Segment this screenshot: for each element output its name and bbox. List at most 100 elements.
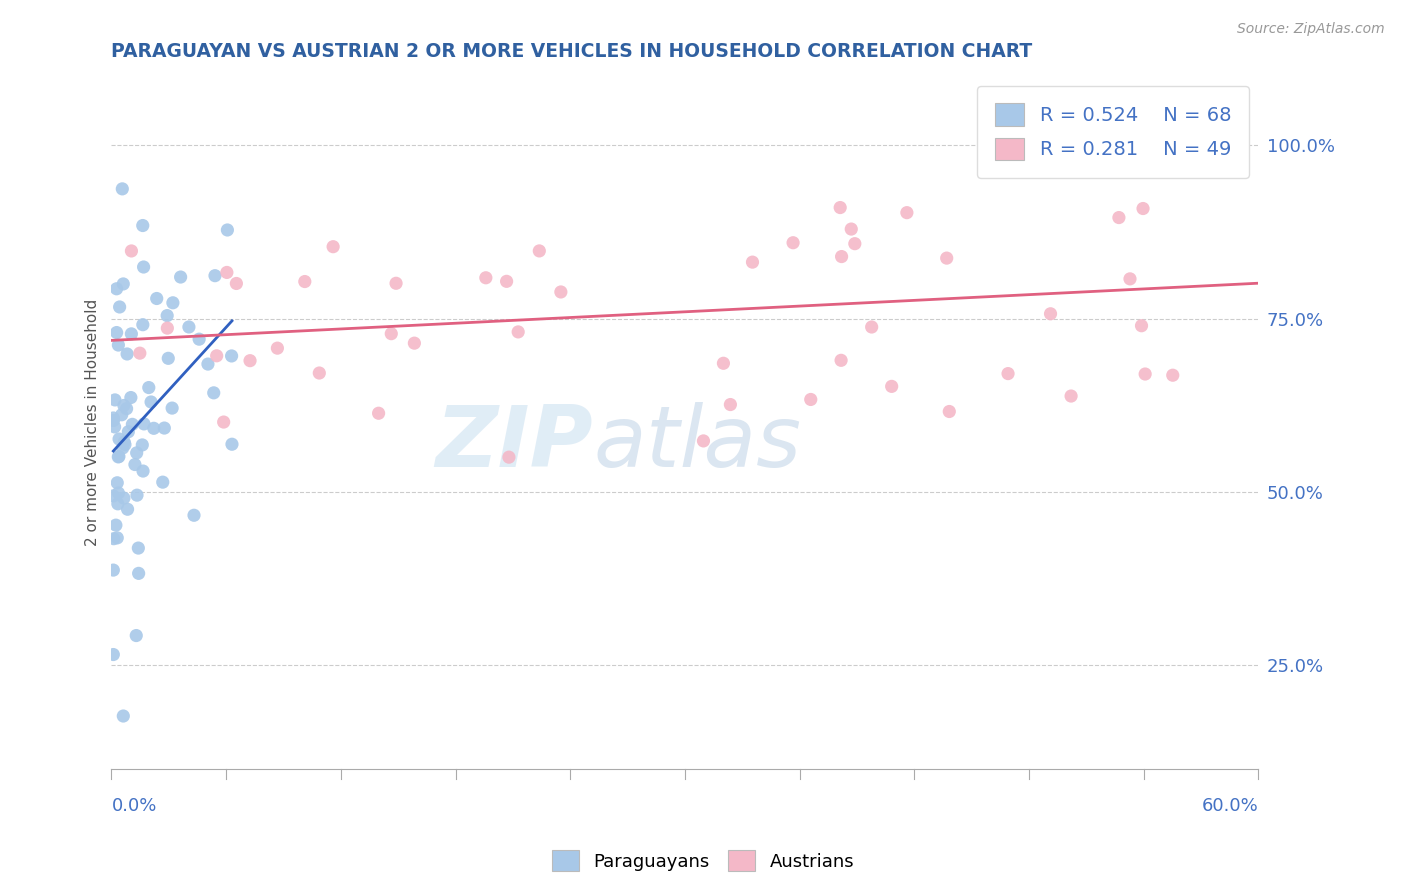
Point [177, 320, 200, 334]
Point [105, 475, 128, 490]
Point [1119, 272, 1142, 286]
Point [107, 486, 129, 500]
Point [800, 392, 823, 407]
Point [104, 420, 127, 434]
Point [1130, 318, 1153, 333]
Point [145, 292, 167, 306]
Text: atlas: atlas [593, 402, 801, 485]
Point [204, 268, 226, 283]
Point [156, 309, 179, 323]
Point [217, 223, 239, 237]
Point [132, 417, 155, 431]
Point [225, 277, 247, 291]
Point [105, 531, 128, 545]
Point [221, 349, 243, 363]
Point [495, 274, 517, 288]
Point [1060, 389, 1083, 403]
Point [160, 401, 183, 416]
Point [896, 205, 918, 219]
Point [125, 629, 148, 643]
Text: 60.0%: 60.0% [1202, 797, 1258, 814]
Point [839, 222, 862, 236]
Point [1132, 202, 1154, 216]
Point [132, 219, 155, 233]
Point [107, 338, 129, 352]
Point [169, 270, 191, 285]
Point [132, 464, 155, 478]
Point [938, 404, 960, 418]
Point [1175, 131, 1198, 145]
Point [108, 450, 131, 464]
Point [132, 318, 155, 332]
Point [124, 458, 146, 472]
Point [132, 260, 155, 274]
Point [103, 413, 125, 427]
Point [1108, 211, 1130, 225]
Point [935, 251, 957, 265]
Point [108, 432, 131, 446]
Point [404, 336, 426, 351]
Point [550, 285, 572, 299]
Point [380, 326, 402, 341]
Point [120, 391, 142, 405]
Point [367, 406, 389, 420]
Point [294, 275, 316, 289]
Point [221, 437, 243, 451]
Point [1161, 368, 1184, 383]
Legend: R = 0.524    N = 68, R = 0.281    N = 49: R = 0.524 N = 68, R = 0.281 N = 49 [977, 86, 1249, 178]
Point [202, 385, 225, 400]
Point [128, 346, 150, 360]
Point [112, 491, 135, 505]
Point [128, 566, 150, 581]
Point [107, 497, 129, 511]
Point [112, 399, 135, 413]
Point [880, 379, 903, 393]
Point [138, 380, 160, 394]
Point [830, 353, 852, 368]
Point [713, 356, 735, 370]
Point [162, 295, 184, 310]
Point [508, 325, 530, 339]
Point [239, 353, 262, 368]
Point [117, 425, 139, 439]
Point [142, 421, 165, 435]
Point [115, 347, 138, 361]
Point [127, 541, 149, 555]
Point [104, 518, 127, 533]
Point [183, 508, 205, 523]
Text: PARAGUAYAN VS AUSTRIAN 2 OR MORE VEHICLES IN HOUSEHOLD CORRELATION CHART: PARAGUAYAN VS AUSTRIAN 2 OR MORE VEHICLE… [111, 42, 1032, 61]
Point [121, 417, 143, 432]
Text: ZIP: ZIP [436, 402, 593, 485]
Point [266, 341, 288, 355]
Point [152, 475, 174, 490]
Point [529, 244, 551, 258]
Point [111, 182, 134, 196]
Point [830, 201, 852, 215]
Point [475, 270, 498, 285]
Point [308, 366, 330, 380]
Point [103, 563, 125, 577]
Point [1133, 367, 1156, 381]
Point [107, 450, 129, 464]
Point [322, 240, 344, 254]
Point [120, 326, 142, 341]
Point [153, 421, 176, 435]
Y-axis label: 2 or more Vehicles in Household: 2 or more Vehicles in Household [86, 299, 100, 546]
Point [139, 395, 162, 409]
Point [103, 411, 125, 425]
Point [844, 236, 866, 251]
Legend: Paraguayans, Austrians: Paraguayans, Austrians [544, 843, 862, 879]
Point [188, 332, 211, 346]
Point [997, 367, 1019, 381]
Text: 0.0%: 0.0% [111, 797, 157, 814]
Point [112, 277, 135, 291]
Point [157, 351, 180, 366]
Point [831, 250, 853, 264]
Point [117, 502, 139, 516]
Point [103, 532, 125, 546]
Point [718, 398, 741, 412]
Text: Source: ZipAtlas.com: Source: ZipAtlas.com [1237, 22, 1385, 37]
Point [114, 437, 136, 451]
Point [105, 326, 128, 340]
Point [125, 446, 148, 460]
